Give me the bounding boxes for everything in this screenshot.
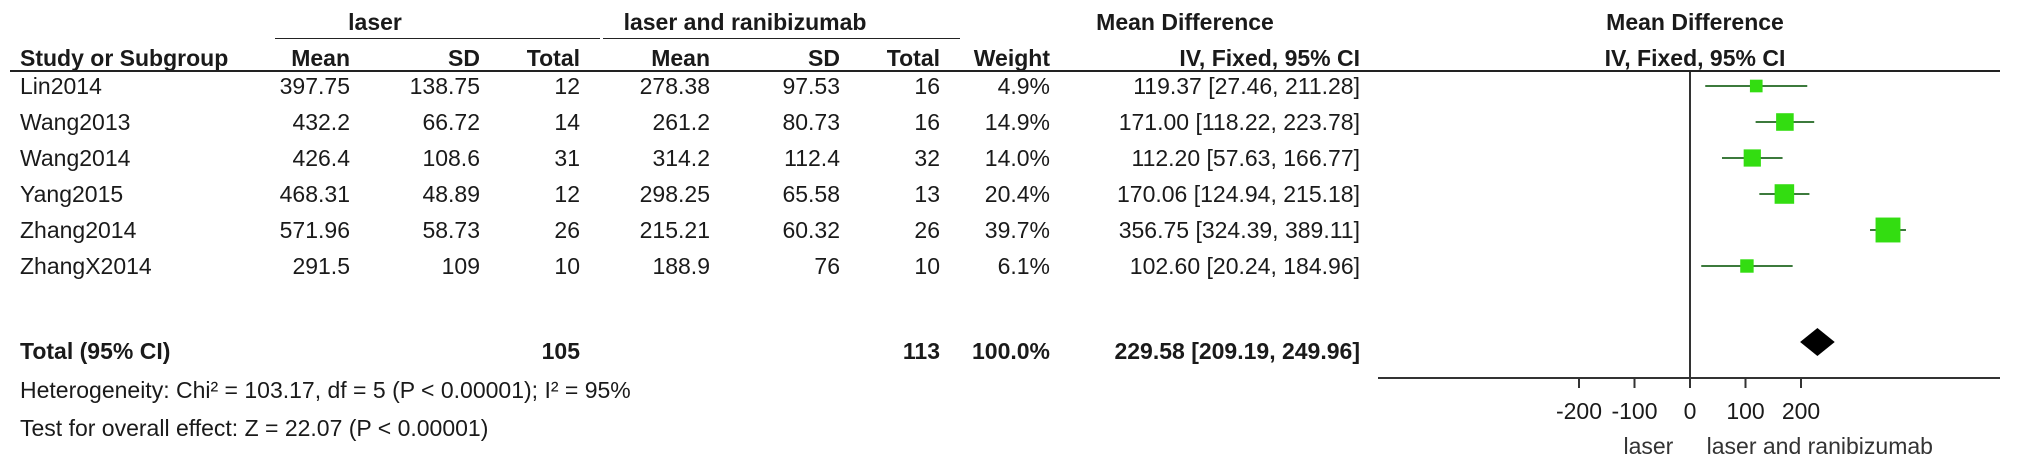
study-marker [1749, 79, 1763, 93]
total1-value: 12 [554, 181, 580, 207]
total2-value: 13 [914, 181, 940, 207]
ci-value: 170.06 [124.94, 215.18] [1117, 181, 1360, 207]
ci-value: 356.75 [324.39, 389.11] [1118, 217, 1360, 243]
group1-underline [275, 38, 600, 39]
mean1-column-header: Mean [291, 45, 350, 71]
mean2-value: 215.21 [639, 217, 710, 243]
total2-value: 26 [914, 217, 940, 243]
ci-value: 119.37 [27.46, 211.28] [1133, 73, 1360, 99]
mean2-value: 298.25 [639, 181, 710, 207]
favours-left-label: laser [1623, 433, 1673, 459]
group1-header: laser [348, 9, 402, 35]
study-column-header: Study or Subgroup [20, 45, 229, 71]
study-name: Zhang2014 [20, 217, 137, 243]
sd2-value: 112.4 [784, 145, 840, 171]
x-tick-label: -200 [1556, 398, 1602, 424]
mean1-value: 468.31 [279, 181, 350, 207]
sd1-value: 109 [441, 253, 480, 279]
weight-column-header: Weight [973, 45, 1050, 71]
study-name: Yang2015 [20, 181, 124, 207]
sd2-value: 60.32 [782, 217, 840, 243]
x-tick-label: 200 [1782, 398, 1820, 424]
header-rule [10, 70, 2000, 72]
weight-value: 14.0% [984, 145, 1050, 171]
ivfixed-table-header: IV, Fixed, 95% CI [1179, 45, 1360, 71]
total-ci: 229.58 [209.19, 249.96] [1114, 338, 1360, 364]
summary-diamond [1800, 328, 1835, 356]
mean1-value: 426.4 [292, 145, 350, 171]
sd2-value: 97.53 [782, 73, 840, 99]
total1-column-header: Total [526, 45, 580, 71]
total2-value: 16 [914, 109, 940, 135]
study-marker [1743, 149, 1761, 167]
total2-column-header: Total [886, 45, 940, 71]
mean1-value: 291.5 [292, 253, 350, 279]
mean1-value: 571.96 [279, 217, 350, 243]
total-label: Total (95% CI) [20, 338, 171, 364]
sd1-value: 108.6 [422, 145, 480, 171]
sd2-value: 76 [814, 253, 840, 279]
mean-difference-plot-header: Mean Difference [1606, 9, 1784, 35]
weight-value: 20.4% [984, 181, 1050, 207]
ivfixed-plot-header: IV, Fixed, 95% CI [1604, 45, 1786, 71]
study-marker [1740, 259, 1754, 273]
total-weight: 100.0% [971, 338, 1050, 364]
study-marker [1774, 184, 1795, 204]
total1-value: 105 [541, 338, 580, 364]
mean2-column-header: Mean [651, 45, 710, 71]
ci-value: 102.60 [20.24, 184.96] [1129, 253, 1360, 279]
study-name: Wang2013 [20, 109, 131, 135]
sd2-value: 80.73 [782, 109, 840, 135]
weight-value: 14.9% [984, 109, 1050, 135]
mean2-value: 261.2 [652, 109, 710, 135]
ci-value: 112.20 [57.63, 166.77] [1131, 145, 1361, 171]
weight-value: 6.1% [997, 253, 1050, 279]
heterogeneity-text: Heterogeneity: Chi² = 103.17, df = 5 (P … [20, 377, 631, 403]
sd2-value: 65.58 [782, 181, 840, 207]
favours-right-label: laser and ranibizumab [1707, 433, 1933, 459]
group2-underline [603, 38, 960, 39]
group2-header: laser and ranibizumab [623, 9, 867, 35]
total1-value: 10 [554, 253, 580, 279]
total2-value: 16 [914, 73, 940, 99]
mean2-value: 278.38 [639, 73, 710, 99]
total2-value: 113 [902, 338, 940, 364]
sd2-column-header: SD [808, 45, 840, 71]
x-tick-label: -100 [1611, 398, 1657, 424]
sd1-column-header: SD [448, 45, 480, 71]
ci-value: 171.00 [118.22, 223.78] [1118, 109, 1360, 135]
total2-value: 32 [914, 145, 940, 171]
mean2-value: 188.9 [652, 253, 710, 279]
total1-value: 14 [554, 109, 580, 135]
study-name: ZhangX2014 [20, 253, 152, 279]
overall-effect-text: Test for overall effect: Z = 22.07 (P < … [20, 415, 489, 441]
total1-value: 31 [554, 145, 580, 171]
weight-value: 4.9% [997, 73, 1050, 99]
total1-value: 26 [554, 217, 580, 243]
total1-value: 12 [554, 73, 580, 99]
mean1-value: 397.75 [279, 73, 350, 99]
x-tick-label: 100 [1726, 398, 1764, 424]
sd1-value: 138.75 [409, 73, 480, 99]
sd1-value: 48.89 [422, 181, 480, 207]
sd1-value: 58.73 [422, 217, 480, 243]
weight-value: 39.7% [984, 217, 1050, 243]
sd1-value: 66.72 [422, 109, 480, 135]
mean1-value: 432.2 [292, 109, 350, 135]
study-name: Lin2014 [20, 73, 102, 99]
mean2-value: 314.2 [652, 145, 710, 171]
total2-value: 10 [914, 253, 940, 279]
study-marker [1776, 113, 1794, 131]
study-marker [1875, 217, 1901, 243]
x-tick-label: 0 [1684, 398, 1697, 424]
mean-difference-table-header: Mean Difference [1096, 9, 1274, 35]
study-name: Wang2014 [20, 145, 131, 171]
